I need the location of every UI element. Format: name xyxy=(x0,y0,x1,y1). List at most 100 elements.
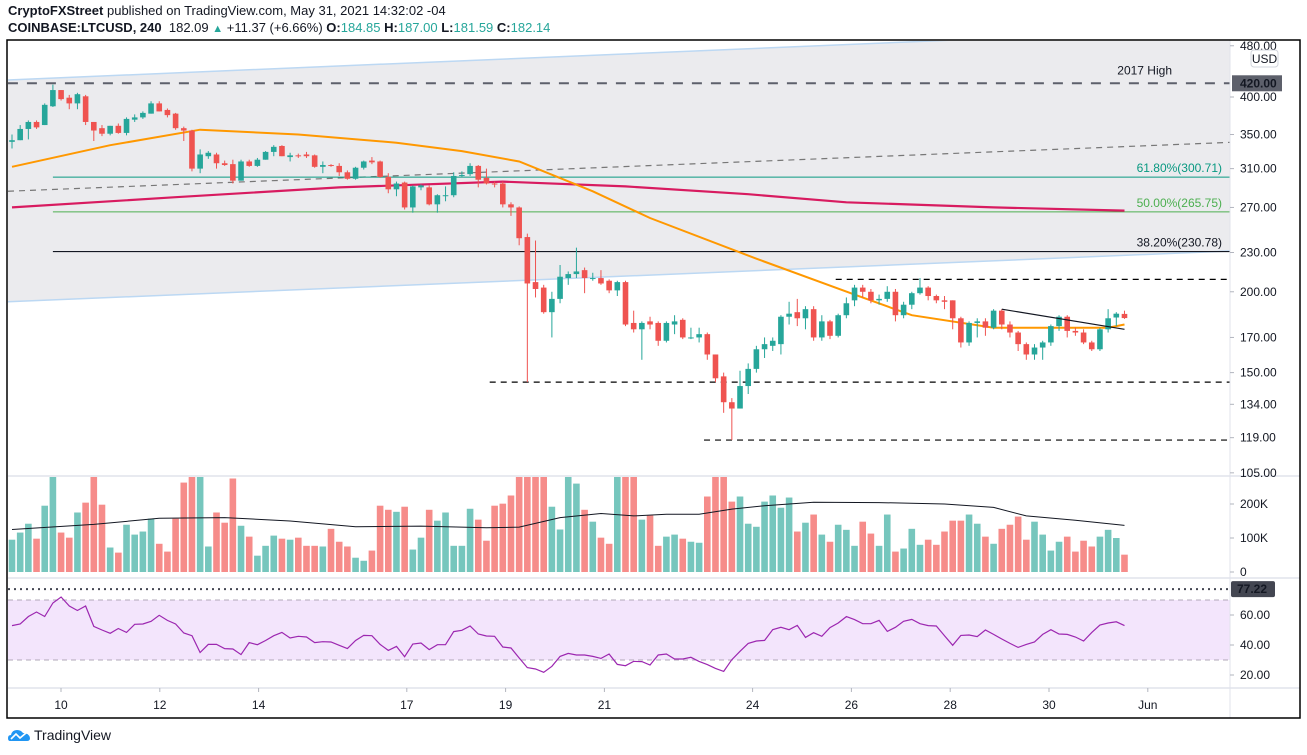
candle-body xyxy=(189,130,195,169)
volume-bar xyxy=(155,543,163,572)
volume-bar xyxy=(540,477,547,572)
candle-body xyxy=(884,291,891,299)
price-tick-label: 270.00 xyxy=(1240,200,1277,214)
candle-body xyxy=(1105,318,1111,330)
candle-body xyxy=(25,121,32,129)
publisher-name[interactable]: CryptoFXStreet xyxy=(8,3,104,18)
candle xyxy=(58,90,64,101)
candle xyxy=(573,247,580,279)
volume-bar xyxy=(213,512,220,572)
candle-body xyxy=(459,175,465,177)
volume-pane[interactable] xyxy=(8,470,1128,572)
volume-bar xyxy=(303,545,310,572)
candle xyxy=(1121,310,1128,319)
candle xyxy=(1023,342,1030,360)
volume-bar xyxy=(654,545,662,572)
price-tick-label: 105.00 xyxy=(1240,466,1277,480)
candle xyxy=(369,157,375,165)
candle xyxy=(148,101,154,114)
volume-bar xyxy=(556,529,564,572)
candle-body xyxy=(1023,344,1030,355)
candle xyxy=(868,288,874,304)
tradingview-watermark[interactable]: TradingView xyxy=(8,727,111,743)
volume-bar xyxy=(802,522,809,572)
candle-body xyxy=(868,291,874,301)
volume-bar xyxy=(123,524,130,572)
candle xyxy=(140,111,146,119)
volume-bar xyxy=(319,546,327,572)
candle xyxy=(107,125,113,136)
volume-bar xyxy=(810,514,817,572)
candle xyxy=(851,284,858,307)
volume-bar xyxy=(1104,529,1112,572)
candle-body xyxy=(835,315,841,336)
candle xyxy=(990,309,997,330)
candle-body xyxy=(581,270,588,279)
candle-body xyxy=(925,287,931,297)
currency-badge xyxy=(1250,49,1279,68)
candle xyxy=(287,152,293,162)
volume-bar xyxy=(998,528,1006,572)
candle xyxy=(688,327,694,340)
candle-body xyxy=(1097,329,1103,350)
volume-bar xyxy=(769,495,777,572)
candle xyxy=(41,103,48,126)
time-tick-label: 30 xyxy=(1042,698,1056,712)
candle xyxy=(949,300,956,330)
volume-bar xyxy=(892,551,899,572)
candle xyxy=(328,164,334,167)
volume-bar xyxy=(1063,536,1071,572)
candle-body xyxy=(508,204,514,208)
price-pane[interactable] xyxy=(8,28,1230,441)
fib-label: 50.00%(265.75) xyxy=(1137,196,1222,210)
candle-body xyxy=(1048,326,1054,343)
channel-middle-line xyxy=(8,141,1230,192)
candle xyxy=(221,160,228,166)
volume-bar xyxy=(474,519,482,572)
candle xyxy=(1039,340,1046,360)
volume-bar xyxy=(605,543,613,572)
candle-body xyxy=(287,155,293,158)
volume-bar xyxy=(49,477,57,572)
candle xyxy=(827,319,833,340)
candle-body xyxy=(33,121,40,128)
volume-bar xyxy=(1047,550,1055,572)
candle xyxy=(66,94,73,110)
volume-bar xyxy=(25,523,32,572)
candle xyxy=(810,306,817,341)
candle-body xyxy=(598,278,604,284)
candle xyxy=(180,126,187,142)
candle xyxy=(933,294,940,304)
volume-bar xyxy=(1023,539,1030,572)
candle xyxy=(442,186,449,202)
volume-bar xyxy=(335,541,343,572)
candle-body xyxy=(172,113,179,129)
volume-tick-label: 200K xyxy=(1240,497,1268,511)
volume-bar xyxy=(924,539,932,572)
candle-body xyxy=(802,309,809,319)
candle-body xyxy=(82,96,89,122)
candle-body xyxy=(221,163,228,166)
candle-body xyxy=(712,354,719,379)
volume-bar xyxy=(859,521,867,572)
candle-body xyxy=(639,322,645,330)
candle-body xyxy=(696,334,702,338)
symbol-name[interactable]: COINBASE:LTCUSD, 240 xyxy=(8,20,162,35)
candle xyxy=(164,108,171,118)
candle xyxy=(712,354,719,383)
volume-bar xyxy=(908,528,916,572)
candle xyxy=(565,271,572,285)
candle xyxy=(794,298,801,327)
candle xyxy=(671,315,678,335)
candle-body xyxy=(982,321,989,328)
candle-body xyxy=(958,318,964,343)
candle-body xyxy=(410,186,416,208)
volume-bar xyxy=(499,503,507,572)
candle-body xyxy=(197,154,203,169)
candle-body xyxy=(156,103,163,112)
candle-body xyxy=(1039,342,1046,348)
candle-body xyxy=(565,274,572,279)
candle-body xyxy=(909,293,915,305)
rsi-pane[interactable] xyxy=(8,588,1230,673)
